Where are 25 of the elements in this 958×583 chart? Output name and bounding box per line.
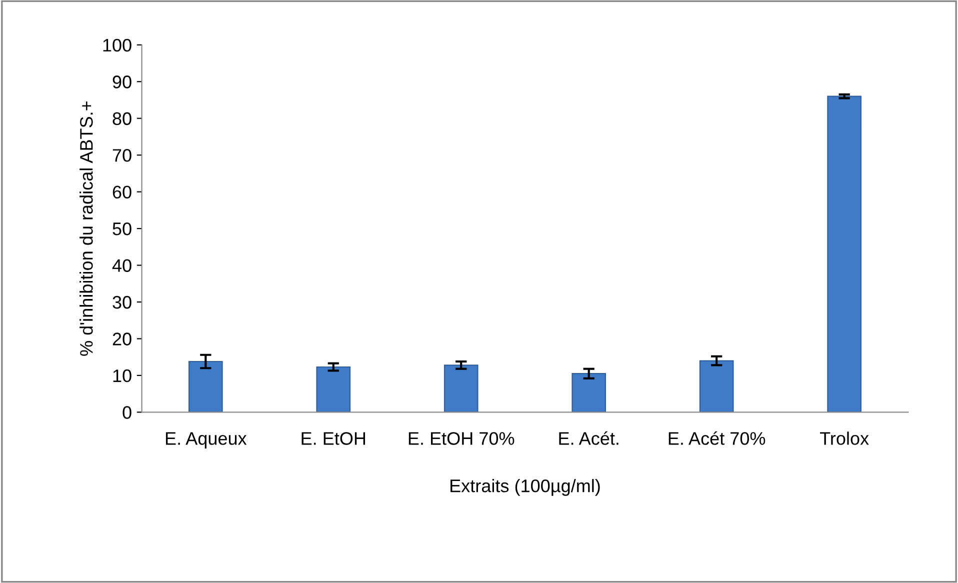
y-tick-label: 100	[103, 38, 132, 52]
y-tick-label: 20	[112, 332, 132, 346]
y-tick-label: 50	[112, 222, 132, 236]
x-tick-label: E. Acét 70%	[668, 431, 766, 445]
y-tick-label: 60	[112, 186, 132, 199]
x-axis-title: Extraits (100µg/ml)	[450, 479, 600, 496]
bar	[444, 364, 478, 412]
bar	[572, 373, 606, 412]
y-tick-label: 0	[122, 406, 132, 419]
x-tick-label: E. EtOH	[302, 432, 366, 445]
bar	[699, 360, 734, 412]
bar	[188, 360, 223, 412]
y-tick-label: 10	[113, 369, 132, 382]
y-axis-title: % d'inhibition du radical ABTS.+	[80, 101, 93, 356]
y-tick-label: 30	[112, 296, 132, 309]
y-tick-label: 90	[112, 76, 132, 88]
x-tick-label: E. Aqueux	[166, 432, 247, 448]
bar	[316, 366, 351, 412]
bar	[827, 96, 862, 412]
x-tick-label: Trolox	[820, 432, 869, 445]
y-tick-label: 70	[112, 149, 132, 162]
y-tick-label: 80	[112, 112, 132, 126]
x-tick-label: E. Acét.	[559, 431, 618, 445]
x-tick-label: E. EtOH 70%	[408, 432, 514, 445]
y-tick-label: 40	[112, 259, 132, 272]
